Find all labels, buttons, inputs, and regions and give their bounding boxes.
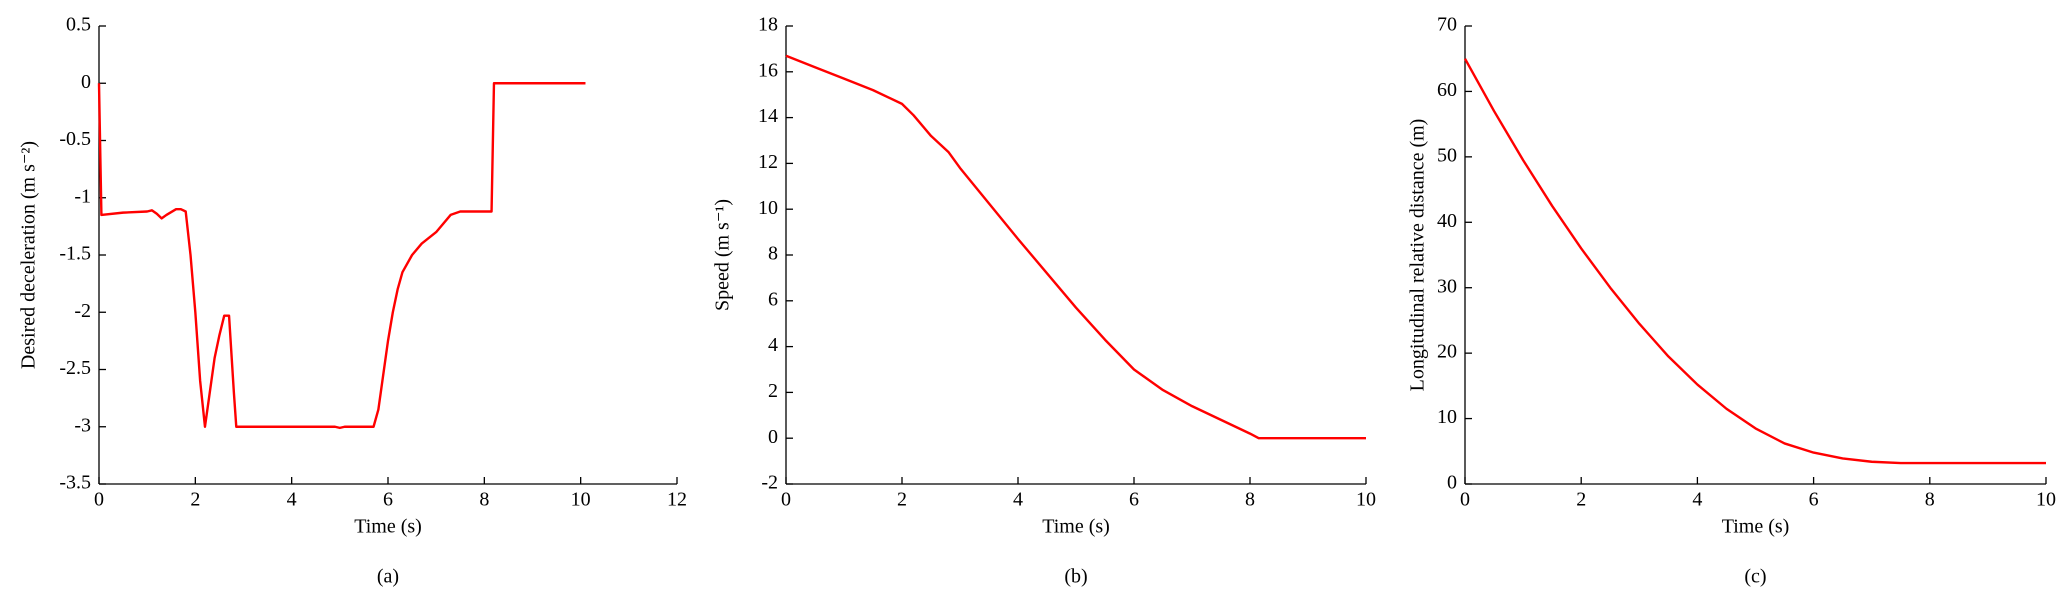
y-tick-label: 0.5 <box>66 14 91 36</box>
y-tick-label: 14 <box>758 105 778 127</box>
x-tick-label: 2 <box>1576 489 1586 511</box>
y-tick-label: 20 <box>1437 341 1457 363</box>
x-tick-label: 2 <box>897 489 907 511</box>
y-tick-label: -1 <box>74 185 91 207</box>
y-tick-label: 0 <box>768 426 778 448</box>
y-tick-label: -3 <box>74 414 91 436</box>
y-tick-label: 10 <box>758 197 778 219</box>
x-tick-label: 6 <box>1129 489 1139 511</box>
y-tick-label: 16 <box>758 59 778 81</box>
x-tick-label: 4 <box>287 489 297 511</box>
y-tick-label: 18 <box>758 14 778 36</box>
x-tick-label: 8 <box>1245 489 1255 511</box>
y-tick-label: 6 <box>768 288 778 310</box>
x-tick-label: 6 <box>383 489 393 511</box>
x-tick-label: 6 <box>1809 489 1819 511</box>
x-tick-label: 0 <box>94 489 104 511</box>
caption: (a) <box>377 566 399 588</box>
y-tick-label: 40 <box>1437 210 1457 232</box>
x-axis-label: Time (s) <box>1722 516 1790 538</box>
y-tick-label: 30 <box>1437 275 1457 297</box>
data-line <box>97 82 586 430</box>
y-tick-label: 60 <box>1437 79 1457 101</box>
data-line <box>785 54 1366 440</box>
caption: (c) <box>1744 566 1766 588</box>
x-tick-label: 10 <box>1356 489 1376 511</box>
y-tick-label: -0.5 <box>59 128 91 150</box>
x-tick-label: 8 <box>1925 489 1935 511</box>
y-tick-label: 12 <box>758 151 778 173</box>
y-tick-label: 50 <box>1437 144 1457 166</box>
x-tick-label: 10 <box>2036 489 2056 511</box>
x-axis-label: Time (s) <box>354 516 422 538</box>
x-tick-label: 0 <box>781 489 791 511</box>
y-axis-label: Longitudinal relative distance (m) <box>1407 119 1429 392</box>
y-tick-label: -1.5 <box>59 243 91 265</box>
data-line <box>1463 58 2046 465</box>
x-tick-label: 4 <box>1692 489 1702 511</box>
y-tick-label: 8 <box>768 243 778 265</box>
x-axis-label: Time (s) <box>1042 516 1110 538</box>
y-tick-label: 0 <box>1447 472 1457 494</box>
y-tick-label: -2 <box>74 300 91 322</box>
y-axis-label: Desired deceleration (m s⁻²) <box>18 141 40 369</box>
y-axis-label: Speed (m s⁻¹) <box>712 199 734 311</box>
y-tick-label: -3.5 <box>59 472 91 494</box>
x-tick-label: 4 <box>1013 489 1023 511</box>
y-tick-label: -2 <box>761 472 778 494</box>
x-tick-label: 2 <box>190 489 200 511</box>
y-tick-label: 4 <box>768 334 778 356</box>
y-tick-label: -2.5 <box>59 357 91 379</box>
y-tick-label: 70 <box>1437 14 1457 36</box>
x-tick-label: 10 <box>571 489 591 511</box>
caption: (b) <box>1064 566 1087 588</box>
y-tick-label: 2 <box>768 380 778 402</box>
x-tick-label: 8 <box>479 489 489 511</box>
y-tick-label: 0 <box>81 71 91 93</box>
x-tick-label: 12 <box>667 489 687 511</box>
x-tick-label: 0 <box>1460 489 1470 511</box>
y-tick-label: 10 <box>1437 406 1457 428</box>
